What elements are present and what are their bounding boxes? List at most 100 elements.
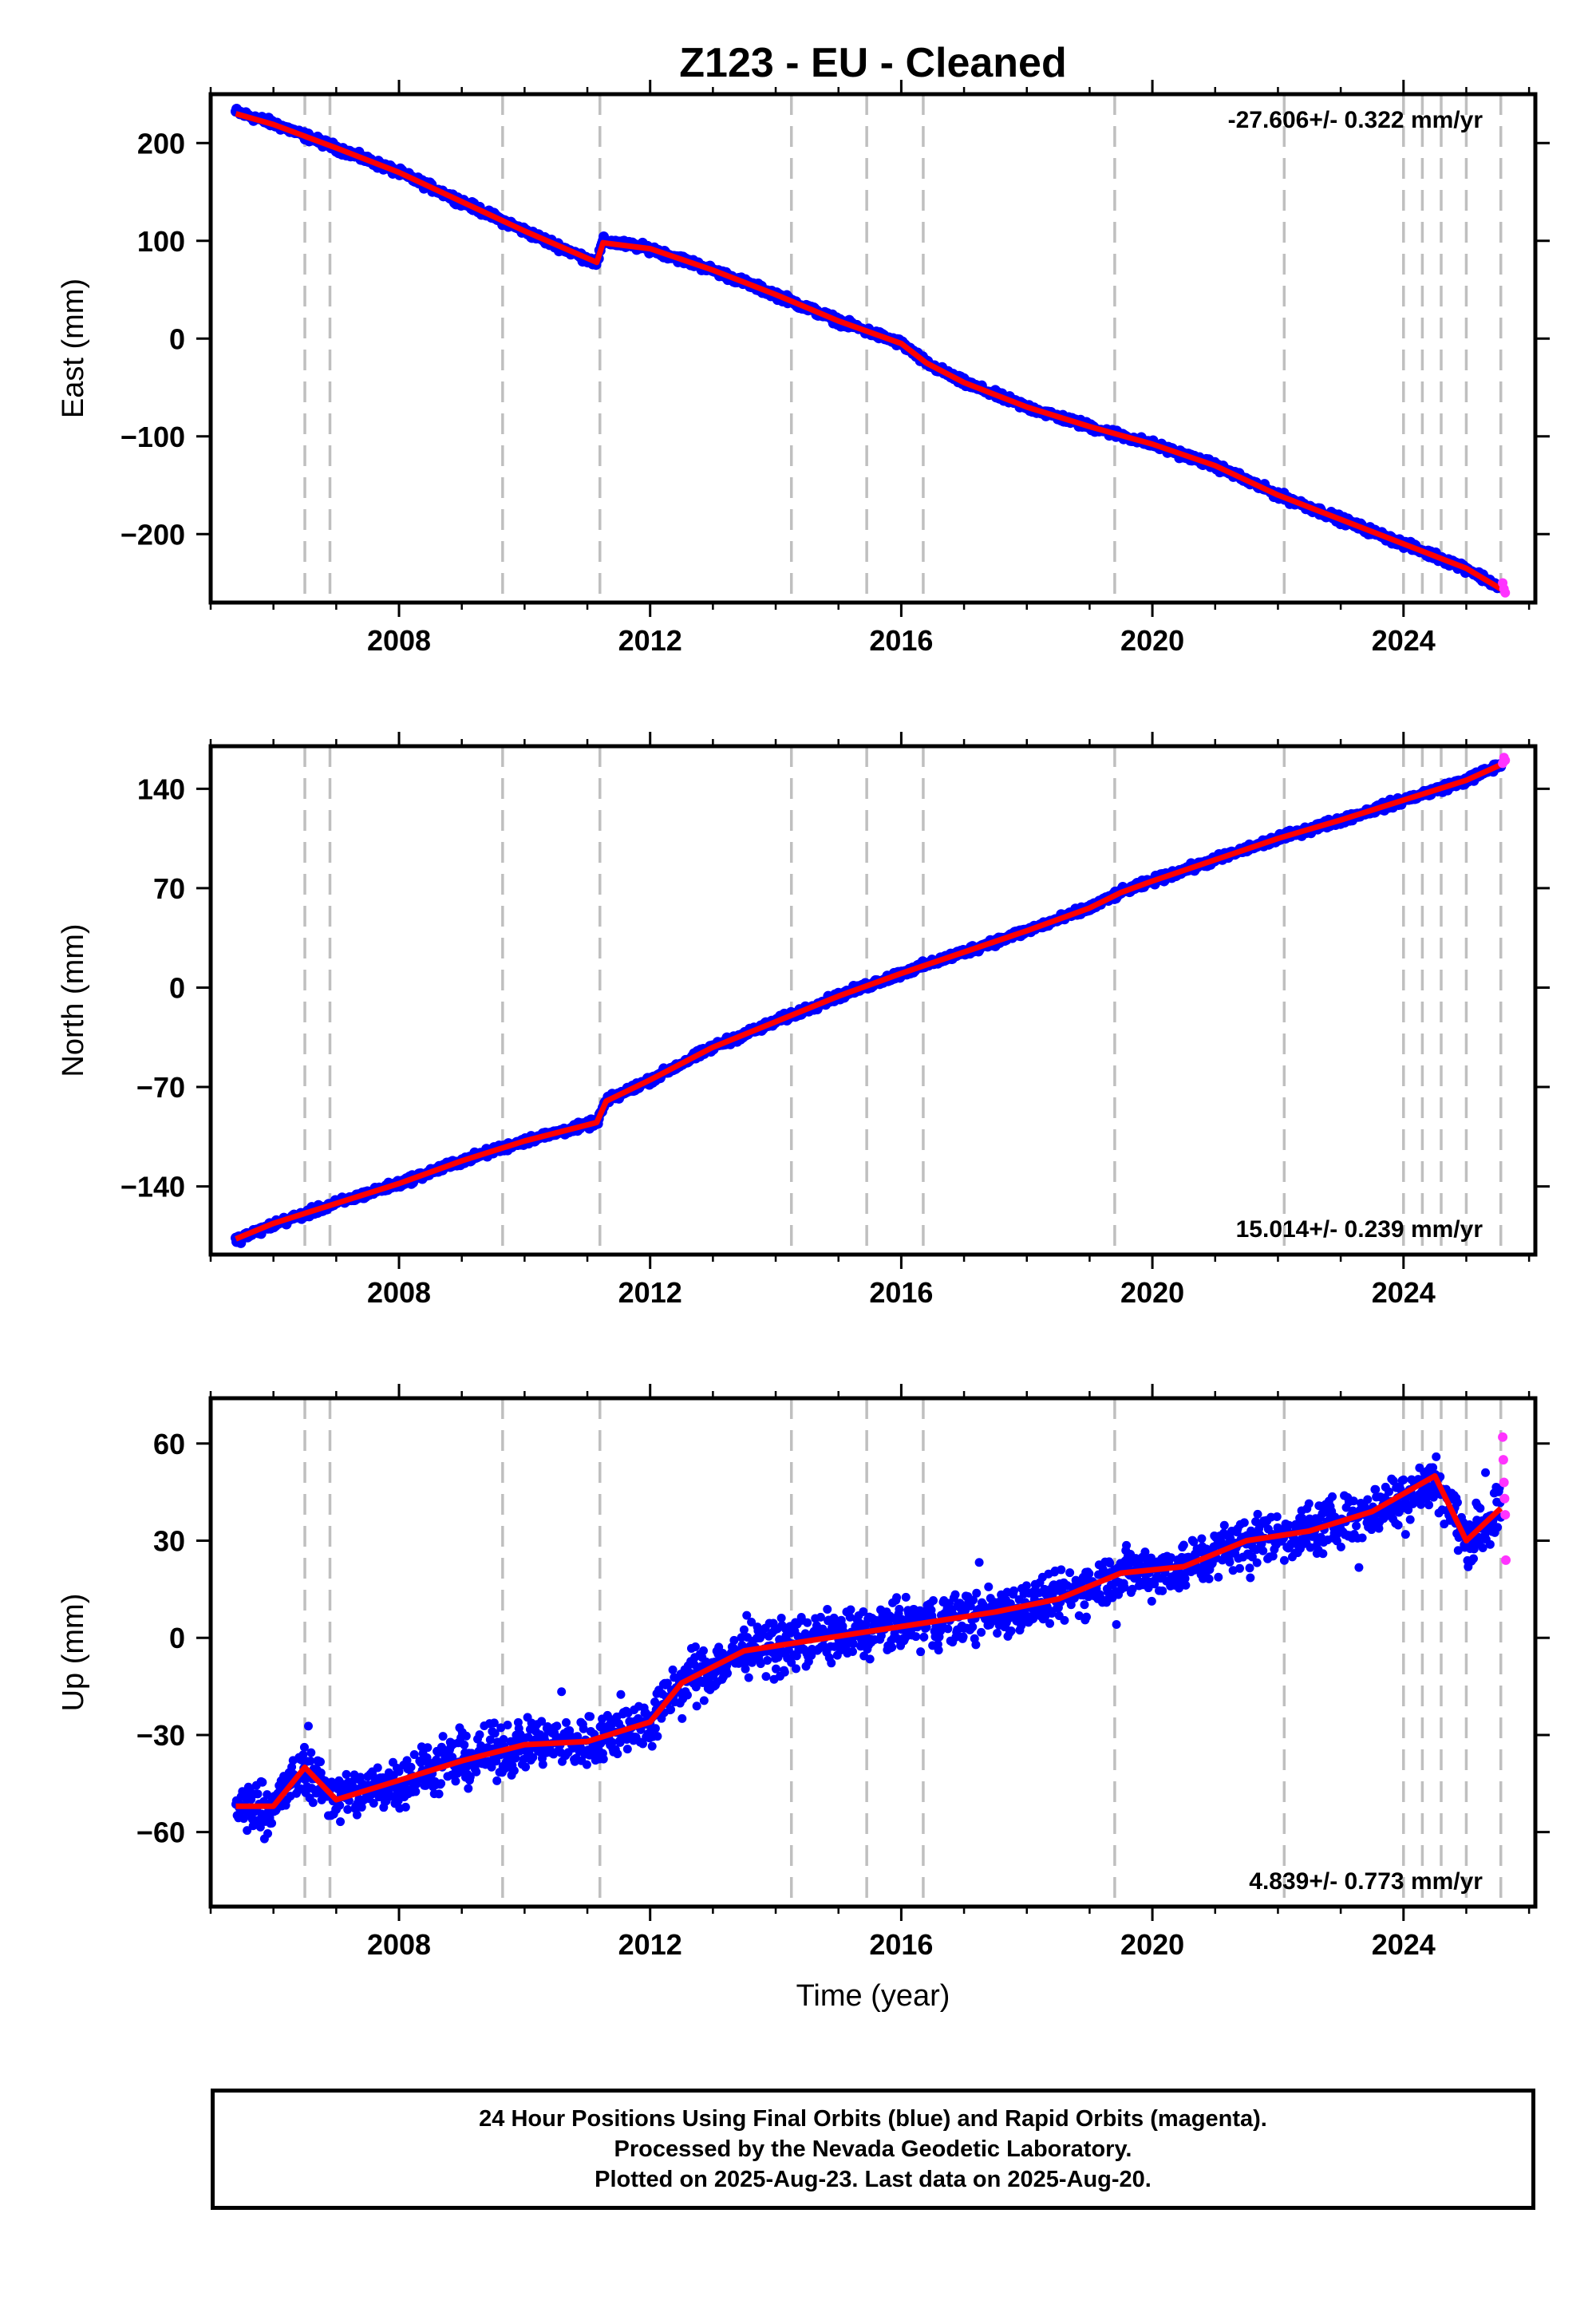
final-orbit-point (1357, 1533, 1367, 1543)
final-orbit-point (911, 1632, 921, 1642)
x-tick-label: 2012 (618, 624, 682, 657)
final-orbit-point (846, 1605, 855, 1614)
rate-label: -27.606+/- 0.322 mm/yr (1228, 107, 1483, 133)
final-orbit-point (586, 1712, 595, 1721)
final-orbit-point (460, 1740, 469, 1749)
final-orbit-point (475, 1730, 484, 1740)
final-orbit-point (464, 1784, 473, 1793)
final-orbit-point (647, 1741, 657, 1751)
final-orbit-point (1057, 1565, 1066, 1575)
plot-frame (208, 92, 1538, 605)
x-tick-label: 2008 (367, 1276, 431, 1309)
final-orbit-point (698, 1646, 708, 1655)
final-orbit-point (993, 1628, 1002, 1638)
final-orbit-point (1400, 1530, 1410, 1539)
final-orbit-point (682, 1690, 692, 1700)
final-orbit-point (434, 1789, 444, 1799)
final-orbit-point (406, 1762, 416, 1772)
final-orbit-point (352, 1810, 361, 1820)
final-orbit-point (974, 1558, 984, 1567)
final-orbit-point (919, 1632, 929, 1642)
final-orbit-point (303, 1721, 313, 1731)
final-orbit-point (744, 1673, 753, 1682)
final-orbit-point (258, 1777, 267, 1787)
final-orbit-point (1065, 1568, 1075, 1578)
final-orbit-point (780, 1667, 789, 1677)
final-orbit-point (943, 1624, 953, 1634)
final-orbit-point (1253, 1509, 1262, 1519)
final-orbit-point (1304, 1499, 1314, 1508)
final-orbit-point (739, 1625, 749, 1634)
final-orbit-point (887, 1642, 897, 1652)
final-orbit-point (1393, 1520, 1403, 1530)
final-orbit-point (699, 1696, 709, 1705)
final-orbit-point (263, 1828, 273, 1838)
final-orbit-point (1318, 1549, 1328, 1559)
final-orbit-point (1235, 1563, 1244, 1573)
final-orbit-point (538, 1760, 547, 1769)
final-orbit-point (373, 1763, 382, 1773)
final-orbit-point (1399, 1475, 1408, 1484)
final-orbit-point (253, 1789, 263, 1799)
x-tick-label: 2016 (869, 624, 933, 657)
final-orbit-point (653, 1732, 662, 1741)
final-orbit-point (1371, 1484, 1381, 1494)
final-orbit-point (792, 1664, 801, 1674)
rapid-orbit-point (1500, 587, 1511, 598)
final-orbit-point (865, 1654, 875, 1664)
final-orbit-point (761, 1672, 771, 1682)
x-tick-label: 2024 (1372, 1276, 1436, 1309)
final-orbit-point (928, 1596, 938, 1606)
final-orbit-point (616, 1690, 626, 1699)
final-orbit-point (827, 1658, 836, 1668)
final-orbit-point (423, 1743, 433, 1753)
final-orbit-point (1239, 1518, 1249, 1528)
final-orbit-point (1214, 1572, 1223, 1582)
final-orbit-point (1354, 1563, 1364, 1572)
final-orbit-point (1279, 1555, 1289, 1565)
final-orbit-point (977, 1627, 986, 1637)
final-orbit-point (492, 1776, 502, 1785)
final-orbit-point (1197, 1534, 1207, 1543)
final-orbit-point (895, 1604, 904, 1614)
final-orbit-point (971, 1640, 981, 1650)
final-orbit-point (472, 1767, 481, 1777)
x-tick-label: 2016 (869, 1276, 933, 1309)
final-orbit-point (692, 1701, 701, 1711)
final-orbit-point (1081, 1612, 1091, 1622)
final-orbit-point (336, 1817, 346, 1827)
final-orbit-point (622, 1745, 632, 1754)
final-orbit-point (1363, 1495, 1373, 1504)
final-orbit-point (1045, 1618, 1055, 1628)
y-tick-label: −100 (120, 421, 185, 453)
final-orbit-point (306, 1748, 316, 1757)
final-orbit-point (461, 1731, 471, 1741)
final-orbit-point (972, 1588, 982, 1598)
final-orbit-point (1009, 1586, 1019, 1595)
final-orbit-point (916, 1647, 926, 1657)
final-orbit-point (562, 1717, 571, 1727)
final-orbit-point (1080, 1600, 1089, 1610)
final-orbit-point (1246, 1573, 1255, 1583)
final-orbit-point (1179, 1540, 1188, 1550)
rate-label: 15.014+/- 0.239 mm/yr (1236, 1216, 1483, 1243)
x-tick-label: 2008 (367, 624, 431, 657)
final-orbit-point (1084, 1569, 1094, 1579)
final-orbit-point (503, 1721, 512, 1730)
final-orbit-point (1245, 1563, 1254, 1573)
final-orbit-point (678, 1713, 687, 1723)
final-orbit-point (823, 1605, 832, 1614)
final-orbit-points (231, 1452, 1506, 1844)
final-orbit-point (521, 1762, 531, 1772)
final-orbit-point (1006, 1626, 1016, 1635)
final-orbit-point (1181, 1580, 1191, 1590)
final-orbit-point (1272, 1512, 1282, 1521)
final-orbit-point (1219, 1520, 1229, 1530)
final-orbit-point (1405, 1515, 1415, 1524)
final-orbit-point (1258, 1546, 1268, 1555)
y-tick-label: 0 (169, 971, 185, 1004)
final-orbit-point (1336, 1542, 1345, 1551)
y-tick-label: −70 (136, 1071, 185, 1104)
final-orbit-point (1112, 1620, 1121, 1630)
